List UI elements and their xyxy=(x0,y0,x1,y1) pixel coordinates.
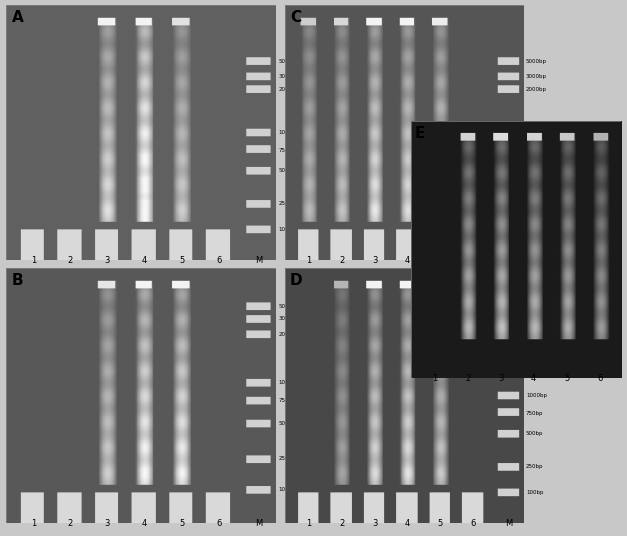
Text: 100bp: 100bp xyxy=(278,227,296,232)
Text: 750bp: 750bp xyxy=(278,148,296,153)
Text: 1000bp: 1000bp xyxy=(278,380,300,385)
Text: 6: 6 xyxy=(216,519,221,527)
Text: 3: 3 xyxy=(105,256,110,265)
Text: 2: 2 xyxy=(68,256,73,265)
Text: 3: 3 xyxy=(372,519,377,527)
Text: 2: 2 xyxy=(465,374,470,383)
Text: 3: 3 xyxy=(498,374,503,383)
Text: 2: 2 xyxy=(68,519,73,527)
Text: 5000bp: 5000bp xyxy=(278,59,300,64)
Text: 1: 1 xyxy=(307,519,312,527)
Text: 1: 1 xyxy=(31,256,36,265)
Text: 5000bp: 5000bp xyxy=(526,59,547,64)
Text: C: C xyxy=(290,10,301,25)
Text: 6: 6 xyxy=(597,374,603,383)
Text: 4: 4 xyxy=(405,519,410,527)
Text: 250bp: 250bp xyxy=(526,464,544,469)
Text: 2000bp: 2000bp xyxy=(526,87,547,92)
Text: 3000bp: 3000bp xyxy=(526,74,547,79)
Text: 3: 3 xyxy=(105,519,110,527)
Text: 4: 4 xyxy=(142,256,147,265)
Text: 2000bp: 2000bp xyxy=(278,332,300,337)
Text: 5: 5 xyxy=(179,519,184,527)
Text: 5000bp: 5000bp xyxy=(526,322,547,326)
Text: 3: 3 xyxy=(372,256,377,265)
Text: 5: 5 xyxy=(564,374,569,383)
Text: 750bp: 750bp xyxy=(526,411,544,415)
Text: 1000bp: 1000bp xyxy=(526,393,547,398)
Text: 100bp: 100bp xyxy=(526,489,544,495)
Text: 100bp: 100bp xyxy=(526,227,544,232)
Text: 1: 1 xyxy=(31,519,36,527)
Text: 3000bp: 3000bp xyxy=(526,337,547,342)
Text: 3000bp: 3000bp xyxy=(278,316,300,322)
Text: 1: 1 xyxy=(432,374,437,383)
Text: 5000bp: 5000bp xyxy=(278,304,300,309)
Text: E: E xyxy=(415,126,425,141)
Text: 6: 6 xyxy=(470,519,476,527)
Text: M: M xyxy=(505,519,512,527)
Text: 5: 5 xyxy=(179,256,184,265)
Text: 750bp: 750bp xyxy=(278,398,296,403)
Text: 5: 5 xyxy=(438,519,443,527)
Text: M: M xyxy=(255,256,263,265)
Text: 250bp: 250bp xyxy=(278,457,296,461)
Text: 250bp: 250bp xyxy=(526,202,544,206)
Text: 1000bp: 1000bp xyxy=(278,130,300,135)
Text: B: B xyxy=(12,273,23,288)
Text: 3000bp: 3000bp xyxy=(278,74,300,79)
Text: 4: 4 xyxy=(405,256,410,265)
Text: 5: 5 xyxy=(438,256,443,265)
Text: 2000bp: 2000bp xyxy=(278,87,300,92)
Text: 4: 4 xyxy=(531,374,536,383)
Text: 6: 6 xyxy=(216,256,221,265)
Text: 2: 2 xyxy=(339,519,344,527)
Text: 6: 6 xyxy=(470,256,476,265)
Text: A: A xyxy=(12,10,23,25)
Text: 500bp: 500bp xyxy=(278,168,296,173)
Text: 100bp: 100bp xyxy=(278,487,296,492)
Text: 750bp: 750bp xyxy=(526,148,544,153)
Text: 2000bp: 2000bp xyxy=(526,349,547,354)
Text: 2: 2 xyxy=(339,256,344,265)
Text: 1000bp: 1000bp xyxy=(526,130,547,135)
Text: 500bp: 500bp xyxy=(278,421,296,426)
Text: D: D xyxy=(290,273,303,288)
Text: 500bp: 500bp xyxy=(526,168,544,173)
Text: 500bp: 500bp xyxy=(526,431,544,436)
Text: 4: 4 xyxy=(142,519,147,527)
Text: M: M xyxy=(255,519,263,527)
Text: 250bp: 250bp xyxy=(278,202,296,206)
Text: 1: 1 xyxy=(307,256,312,265)
Text: M: M xyxy=(505,256,512,265)
